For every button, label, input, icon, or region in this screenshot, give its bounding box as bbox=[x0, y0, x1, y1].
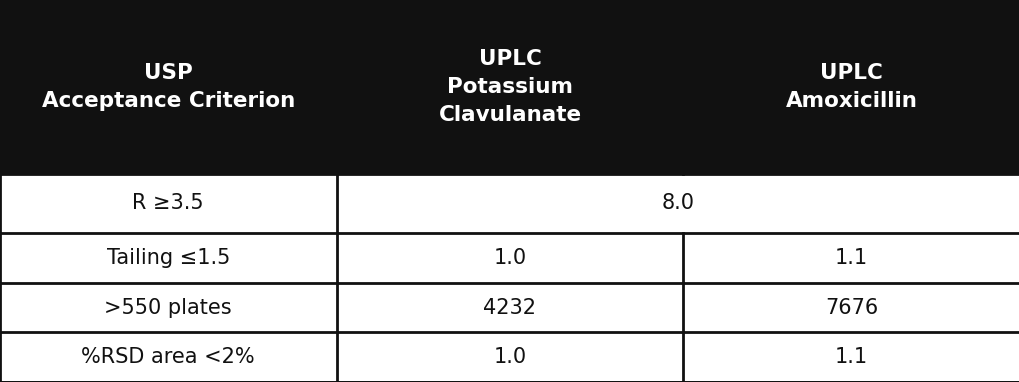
Text: 4232: 4232 bbox=[483, 298, 536, 317]
Text: 1.0: 1.0 bbox=[493, 248, 526, 268]
Text: >550 plates: >550 plates bbox=[104, 298, 232, 317]
Text: 8.0: 8.0 bbox=[661, 193, 694, 214]
Text: 1.1: 1.1 bbox=[835, 248, 867, 268]
Bar bbox=[0, 0, 1019, 174]
Text: 1.1: 1.1 bbox=[835, 347, 867, 367]
Bar bbox=[0, 332, 1019, 382]
Bar bbox=[0, 283, 1019, 332]
Text: UPLC
Amoxicillin: UPLC Amoxicillin bbox=[785, 63, 917, 111]
Text: 7676: 7676 bbox=[824, 298, 877, 317]
Text: UPLC
Potassium
Clavulanate: UPLC Potassium Clavulanate bbox=[438, 49, 581, 125]
Text: 1.0: 1.0 bbox=[493, 347, 526, 367]
Bar bbox=[0, 174, 1019, 233]
Text: Tailing ≤1.5: Tailing ≤1.5 bbox=[107, 248, 229, 268]
Bar bbox=[0, 233, 1019, 283]
Text: %RSD area <2%: %RSD area <2% bbox=[82, 347, 255, 367]
Text: R ≥3.5: R ≥3.5 bbox=[132, 193, 204, 214]
Text: USP
Acceptance Criterion: USP Acceptance Criterion bbox=[42, 63, 294, 111]
